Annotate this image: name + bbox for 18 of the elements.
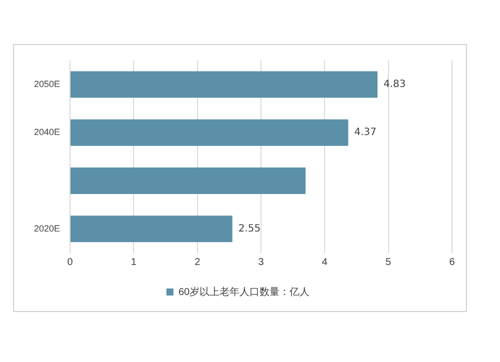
x-tick-label: 6 [449, 256, 456, 268]
x-tick-label: 1 [130, 256, 137, 268]
data-label: 4.83 [384, 79, 406, 90]
x-tick-label: 2 [194, 256, 201, 268]
y-tick-label: 2020E [34, 223, 60, 234]
x-tick-label: 5 [386, 256, 392, 268]
bar [70, 119, 348, 146]
bar [70, 71, 378, 98]
y-tick-label: 2050E [34, 78, 60, 89]
legend-label: 60岁以上老年人口数量：亿人 [178, 286, 310, 298]
x-tick-label: 0 [67, 256, 74, 268]
data-label: 2.55 [238, 224, 261, 235]
y-tick-label: 2040E [34, 127, 60, 138]
bar [70, 216, 232, 242]
data-label: 4.37 [354, 127, 376, 138]
bar [70, 168, 306, 194]
x-tick-label: 3 [258, 256, 264, 268]
x-tick-label: 4 [322, 256, 328, 268]
